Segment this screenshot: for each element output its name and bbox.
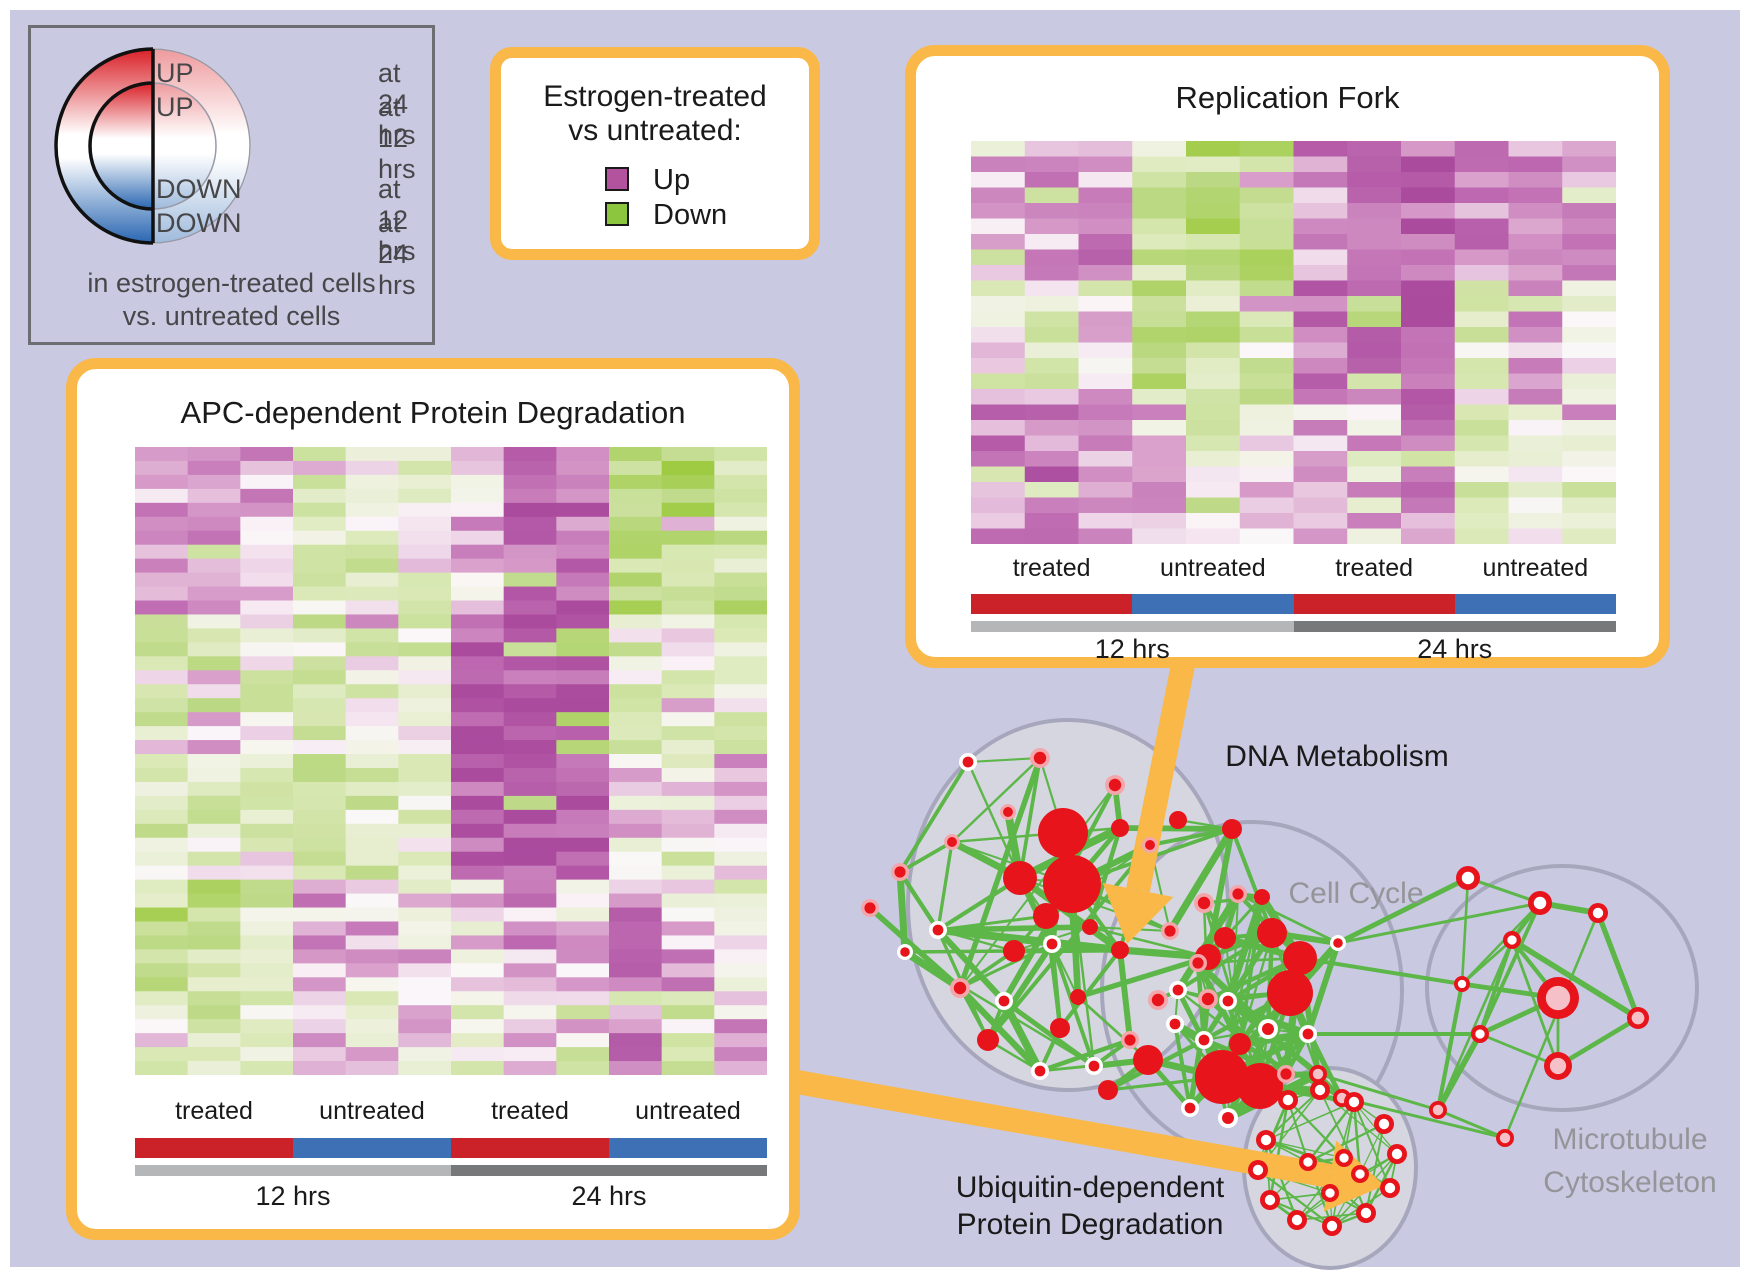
color-key-title-line1: Estrogen-treated <box>543 80 767 113</box>
cluster-label-microtubule-line2: Cytoskeleton <box>1543 1166 1717 1199</box>
panel-apc-degradation: APC-dependent Protein Degradation treate… <box>66 358 800 1240</box>
ring-legend-row: DOWN at 12 hrs <box>156 174 416 266</box>
time-bar <box>971 621 1294 632</box>
cluster-label-microtubule-line1: Microtubule <box>1552 1123 1708 1156</box>
panel-title: APC-dependent Protein Degradation <box>180 395 686 430</box>
group-label-treated: treated <box>175 1097 253 1125</box>
panel-title: Replication Fork <box>1175 80 1400 115</box>
ring-legend-caption-line1: in estrogen-treated cells <box>87 268 376 298</box>
ring-legend-row: UP at 24 hrs <box>156 58 416 150</box>
time-label-12-hrs: 12 hrs <box>255 1181 331 1211</box>
cluster-label-cell-cycle: Cell Cycle <box>1288 877 1424 910</box>
time-bar <box>135 1165 451 1176</box>
direction-label: DOWN <box>156 174 242 204</box>
treatment-bar-untreated <box>609 1138 767 1158</box>
group-label-untreated: untreated <box>1160 554 1266 582</box>
time-label-12-hrs: 12 hrs <box>1094 634 1170 664</box>
group-label-untreated: untreated <box>1482 554 1589 582</box>
down-color-swatch <box>605 202 629 226</box>
up-label: Up <box>653 164 691 196</box>
cluster-label-ubiquitin-line2: Protein Degradation <box>956 1208 1224 1241</box>
heatmap-apc <box>135 447 767 1075</box>
treatment-bar-treated <box>971 594 1133 614</box>
cluster-label-ubiquitin-line1: Ubiquitin-dependent <box>955 1171 1225 1204</box>
direction-label: UP <box>156 92 194 122</box>
group-label-treated: treated <box>1335 554 1414 582</box>
cluster-label-dna-metabolism: DNA Metabolism <box>1225 740 1449 773</box>
group-label-untreated: untreated <box>635 1097 741 1125</box>
ring-legend-caption-line2: vs. untreated cells <box>122 301 341 331</box>
group-label-treated: treated <box>491 1097 569 1125</box>
treatment-bar-untreated <box>1132 594 1294 614</box>
color-key-box: Estrogen-treated vs untreated: Up Down <box>490 47 820 260</box>
time-label: at 12 hrs <box>378 92 416 184</box>
color-key-title-line2: vs untreated: <box>568 114 742 147</box>
ring-legend-graphic <box>54 47 251 245</box>
direction-label: DOWN <box>156 208 242 238</box>
treatment-bar-untreated <box>1454 594 1616 614</box>
up-color-swatch <box>605 167 629 191</box>
panel-replication-fork: Replication Fork treated untreated treated… <box>905 45 1670 668</box>
group-label-untreated: untreated <box>319 1097 425 1125</box>
time-label-24-hrs: 24 hrs <box>571 1181 647 1211</box>
treatment-bar-treated <box>451 1138 609 1158</box>
time-label-24-hrs: 24 hrs <box>1417 634 1493 664</box>
time-label: at 12 hrs <box>378 174 416 266</box>
time-label: at 24 hrs <box>378 208 416 300</box>
heatmap-replication-fork <box>971 141 1616 544</box>
down-label: Down <box>653 199 728 231</box>
time-label: at 24 hrs <box>378 58 416 150</box>
time-bar <box>1293 621 1616 632</box>
ring-legend-box: UP at 24 hrs UP at 12 hrs DOWN at 12 hrs… <box>28 25 435 345</box>
ring-legend-row: UP at 12 hrs <box>156 92 416 184</box>
treatment-bar-treated <box>1293 594 1455 614</box>
time-bar <box>451 1165 767 1176</box>
ring-legend-row: DOWN at 24 hrs <box>156 208 416 300</box>
treatment-bar-treated <box>135 1138 293 1158</box>
group-label-treated: treated <box>1012 554 1091 582</box>
treatment-bar-untreated <box>293 1138 451 1158</box>
direction-label: UP <box>156 58 194 88</box>
